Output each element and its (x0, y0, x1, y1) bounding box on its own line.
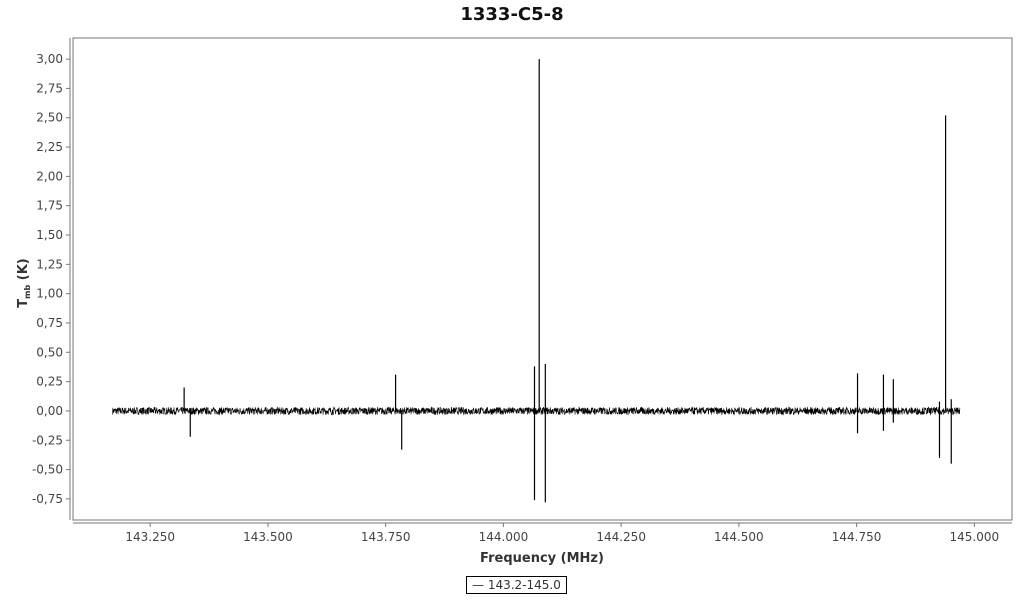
x-tick-label: 143.750 (361, 530, 411, 544)
y-tick-label: 0,25 (36, 375, 63, 389)
chart-title: 1333-C5-8 (460, 4, 564, 25)
y-tick-label: 1,75 (36, 199, 63, 213)
x-tick-label: 144.750 (832, 530, 882, 544)
y-tick-label: -0,50 (32, 463, 63, 477)
y-tick-label: 2,75 (36, 81, 63, 95)
y-tick-label: 0,50 (36, 345, 63, 359)
y-tick-label: 0,00 (36, 404, 63, 418)
y-tick-label: 2,50 (36, 111, 63, 125)
plot-area (72, 37, 1013, 521)
y-tick-label: 1,50 (36, 228, 63, 242)
y-tick-label: 1,00 (36, 287, 63, 301)
y-tick-label: 2,25 (36, 140, 63, 154)
x-tick-label: 145.000 (950, 530, 1000, 544)
y-tick-label: 3,00 (36, 52, 63, 66)
legend-line-icon: — (472, 578, 488, 592)
y-tick-label: 0,75 (36, 316, 63, 330)
x-tick-label: 144.500 (714, 530, 764, 544)
x-tick-label: 144.000 (479, 530, 529, 544)
y-axis-label: Tmb (K) (16, 258, 32, 307)
x-axis-label: Frequency (MHz) (480, 551, 604, 566)
x-tick-label: 143.500 (243, 530, 293, 544)
y-tick-label: 1,25 (36, 257, 63, 271)
x-tick-label: 144.250 (596, 530, 646, 544)
legend: — 143.2-145.0 (466, 576, 567, 594)
y-tick-label: -0,75 (32, 492, 63, 506)
legend-label: 143.2-145.0 (487, 578, 561, 592)
y-tick-label: -0,25 (32, 433, 63, 447)
y-tick-label: 2,00 (36, 169, 63, 183)
x-tick-label: 143.250 (125, 530, 175, 544)
spectrum-noise-line (112, 406, 961, 416)
